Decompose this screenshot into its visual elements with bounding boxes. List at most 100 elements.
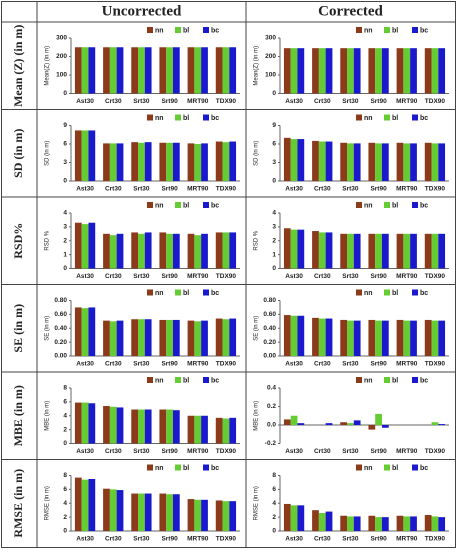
x-tick-label: Crt30 <box>314 536 331 543</box>
bar <box>201 47 208 94</box>
bar <box>74 222 82 269</box>
legend-swatch <box>147 377 153 383</box>
legend-swatch <box>412 114 418 121</box>
bar <box>215 318 223 356</box>
bar <box>340 233 348 269</box>
bar <box>194 47 202 94</box>
bar <box>403 516 411 531</box>
y-tick-label: 0 <box>63 90 67 97</box>
x-tick-label: Ast30 <box>76 361 94 368</box>
legend-label: bl <box>183 115 189 122</box>
bar <box>368 233 376 269</box>
legend-swatch <box>175 27 181 33</box>
legend-swatch <box>412 202 418 208</box>
bar <box>166 47 173 94</box>
bar <box>144 319 152 356</box>
y-tick-label: 6 <box>63 399 67 406</box>
bar <box>159 493 167 531</box>
legend-swatch <box>203 27 209 33</box>
legend-swatch <box>356 27 362 33</box>
bar <box>201 499 208 531</box>
bar <box>74 477 82 531</box>
legend-swatch <box>356 114 362 121</box>
y-tick-label: 4 <box>272 500 276 507</box>
x-tick-label: Ast30 <box>76 186 94 193</box>
y-tick-label: 8 <box>63 385 67 392</box>
bar <box>215 232 223 269</box>
bar <box>194 415 202 444</box>
x-tick-label: Srt30 <box>342 186 359 193</box>
bar <box>222 142 230 181</box>
x-tick-label: MRT90 <box>396 536 418 543</box>
x-tick-label: Srt30 <box>133 98 150 105</box>
bar <box>215 417 223 444</box>
legend-label: bc <box>211 377 219 384</box>
x-tick-label: Srt90 <box>161 361 178 368</box>
bar <box>403 143 411 181</box>
legend-swatch <box>147 114 153 121</box>
legend-swatch <box>203 464 209 471</box>
bar <box>172 319 180 356</box>
bar <box>318 48 326 94</box>
bar <box>347 516 354 531</box>
bar <box>312 140 319 181</box>
bar <box>297 505 305 531</box>
x-tick-label: Srt90 <box>370 361 387 368</box>
y-tick-label: 0.0 <box>267 422 276 429</box>
x-tick-label: TDX90 <box>216 448 237 455</box>
x-tick-label: Srt30 <box>342 361 359 368</box>
bar <box>88 222 96 269</box>
row-label: RSD% <box>11 223 25 259</box>
x-tick-label: MRT90 <box>396 448 418 455</box>
y-tick-label: 0 <box>63 178 67 185</box>
bar <box>297 139 305 181</box>
y-axis-label: Mean(Z) (in m) <box>45 46 51 86</box>
x-tick-label: Srt90 <box>370 98 387 105</box>
bar <box>166 494 173 531</box>
x-tick-label: Srt90 <box>161 273 178 280</box>
bar <box>103 406 110 444</box>
bar <box>229 501 237 531</box>
bar <box>109 489 117 531</box>
bar <box>431 233 439 269</box>
bar <box>290 48 298 94</box>
legend-swatch <box>384 114 390 121</box>
y-tick-label: 8 <box>63 472 67 479</box>
bar <box>424 142 432 181</box>
bar <box>340 319 348 356</box>
legend-label: bl <box>183 290 189 297</box>
legend-label: bc <box>211 290 219 297</box>
bar <box>144 409 152 444</box>
y-axis-label: MBE (in m) <box>254 401 260 431</box>
bar <box>74 402 82 444</box>
bar <box>410 320 417 356</box>
legend-label: nn <box>364 290 373 297</box>
y-tick-label: 3 <box>63 224 67 231</box>
legend-label: nn <box>155 202 164 209</box>
x-tick-label: Srt30 <box>342 448 359 455</box>
legend-label: bl <box>183 27 189 34</box>
bar <box>375 233 382 269</box>
legend-label: nn <box>155 465 164 472</box>
bar <box>131 493 139 531</box>
bar <box>103 488 110 531</box>
y-tick-label: 3 <box>272 224 276 231</box>
bar <box>396 48 404 94</box>
bar <box>144 232 152 269</box>
bar <box>410 233 417 269</box>
x-tick-label: Srt90 <box>161 536 178 543</box>
bar <box>109 235 117 269</box>
y-axis-label: RSD % <box>254 230 260 250</box>
x-tick-label: TDX90 <box>425 536 446 543</box>
x-tick-label: Ast30 <box>285 273 303 280</box>
bar <box>438 424 446 425</box>
x-tick-label: MRT90 <box>187 98 209 105</box>
y-tick-label: 6 <box>63 141 67 148</box>
y-tick-label: 0.00 <box>54 353 67 360</box>
bar <box>215 47 223 94</box>
bar <box>194 499 202 531</box>
bar <box>340 142 348 181</box>
bar <box>431 422 439 425</box>
legend-label: bc <box>420 290 428 297</box>
bar <box>116 47 124 94</box>
